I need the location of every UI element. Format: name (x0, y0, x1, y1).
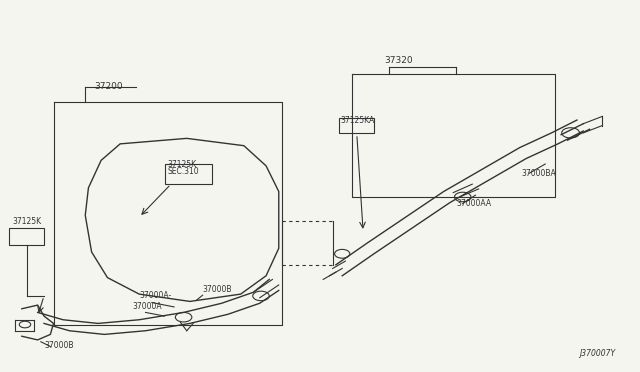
Bar (9, 228, 44, 245)
Text: 37000B: 37000B (203, 285, 232, 294)
Text: 37320: 37320 (385, 56, 413, 65)
Text: 37000BA: 37000BA (522, 169, 557, 178)
Bar (339, 118, 374, 133)
Text: 37000A: 37000A (133, 302, 163, 311)
Text: 37125K: 37125K (12, 217, 41, 226)
Text: 37000A-: 37000A- (139, 292, 172, 301)
Text: 37125K: 37125K (167, 160, 196, 169)
Text: 37200: 37200 (95, 81, 124, 90)
Text: J370007Y: J370007Y (579, 349, 615, 358)
Text: 37125KA: 37125KA (340, 116, 374, 125)
Text: SEC.310: SEC.310 (167, 167, 199, 176)
Text: 37000AA: 37000AA (456, 199, 492, 208)
Bar (164, 164, 212, 184)
Text: 37000B: 37000B (44, 341, 74, 350)
